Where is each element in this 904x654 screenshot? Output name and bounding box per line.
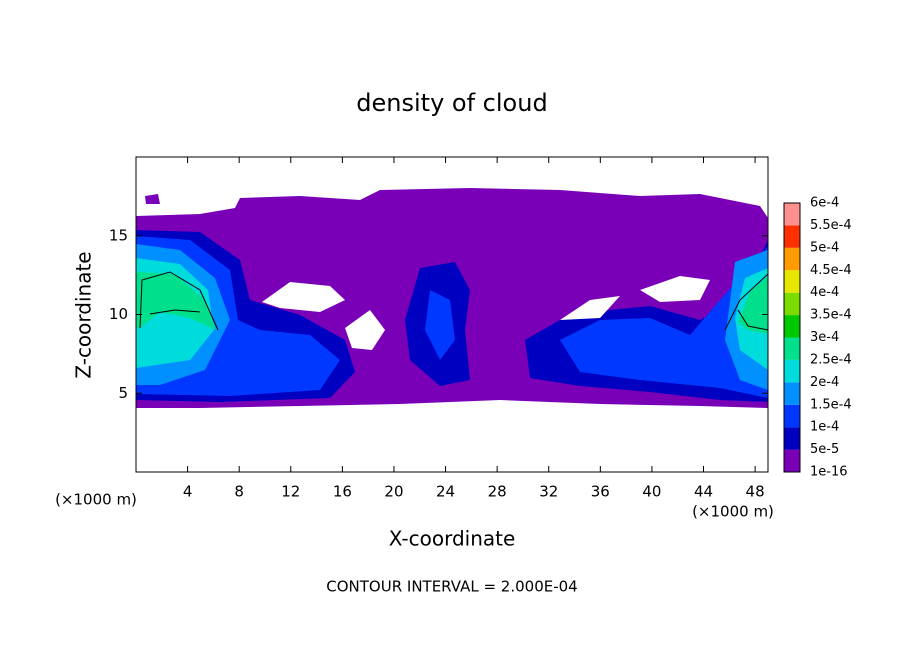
contour-line (724, 273, 769, 331)
colorbar-band (784, 225, 800, 248)
field (136, 157, 769, 472)
colorbar-label: 1e-4 (810, 420, 839, 435)
colorbar-band (784, 449, 800, 472)
colorbar-label: 4e-4 (810, 285, 839, 300)
x-tick-label: 44 (694, 483, 713, 501)
colorbar-band (784, 359, 800, 383)
x-tick-label: 12 (281, 483, 300, 501)
x-unit-label: (×1000 m) (692, 503, 774, 521)
y-tick-label: 15 (109, 226, 128, 244)
colorbar-band (784, 427, 800, 450)
x-tick-label: 40 (642, 483, 661, 501)
colorbar-band (784, 247, 800, 271)
footnote: CONTOUR INTERVAL = 2.000E-04 (326, 578, 577, 596)
blank-area (136, 157, 768, 186)
colorbar-band (784, 203, 800, 226)
colorbar-label: 1e-16 (810, 465, 848, 480)
y-tick-label: 5 (118, 384, 128, 402)
colorbar-band (784, 270, 800, 293)
colorbar-band (784, 315, 800, 338)
y-tick-label: 10 (109, 305, 128, 323)
colorbar-band (784, 292, 800, 316)
chart-title: density of cloud (356, 89, 547, 117)
colorbar-label: 4.5e-4 (810, 263, 852, 278)
colorbar-label: 5.5e-4 (810, 218, 852, 233)
field-region (425, 290, 455, 360)
x-tick-label: 8 (234, 483, 244, 501)
blank-area (345, 310, 385, 350)
x-tick-label: 48 (746, 483, 765, 501)
y-axis-label: Z-coordinate (72, 251, 96, 378)
colorbar-label: 3e-4 (810, 330, 839, 345)
colorbar-label: 2e-4 (810, 375, 839, 390)
blank-area (560, 296, 620, 320)
blank-area (262, 282, 345, 312)
colorbar-frame (783, 202, 801, 473)
field-region (560, 246, 768, 398)
colorbar-band (784, 382, 800, 405)
x-axis-label: X-coordinate (389, 527, 516, 551)
blank-area (136, 408, 768, 472)
x-tick-label: 36 (591, 483, 610, 501)
colorbar-label: 6e-4 (810, 196, 839, 211)
x-tick-label: 4 (183, 483, 193, 501)
blank-area (640, 276, 710, 302)
contour-line (139, 271, 219, 331)
x-tick-label: 28 (488, 483, 507, 501)
x-tick-label: 24 (436, 483, 455, 501)
x-tick-label: 16 (333, 483, 352, 501)
colorbar-label: 3.5e-4 (810, 308, 852, 323)
field-region (145, 194, 160, 204)
colorbar-band (784, 404, 800, 428)
field-region (738, 276, 768, 334)
colorbar-band (784, 337, 800, 360)
x-unit-label: (×1000 m) (55, 491, 137, 509)
colorbar-label: 5e-5 (810, 442, 839, 457)
x-tick-label: 32 (539, 483, 558, 501)
field-region (136, 272, 216, 330)
colorbar-label: 5e-4 (810, 240, 839, 255)
colorbar-label: 1.5e-4 (810, 397, 852, 412)
x-tick-label: 20 (384, 483, 403, 501)
colorbar-label: 2.5e-4 (810, 352, 852, 367)
